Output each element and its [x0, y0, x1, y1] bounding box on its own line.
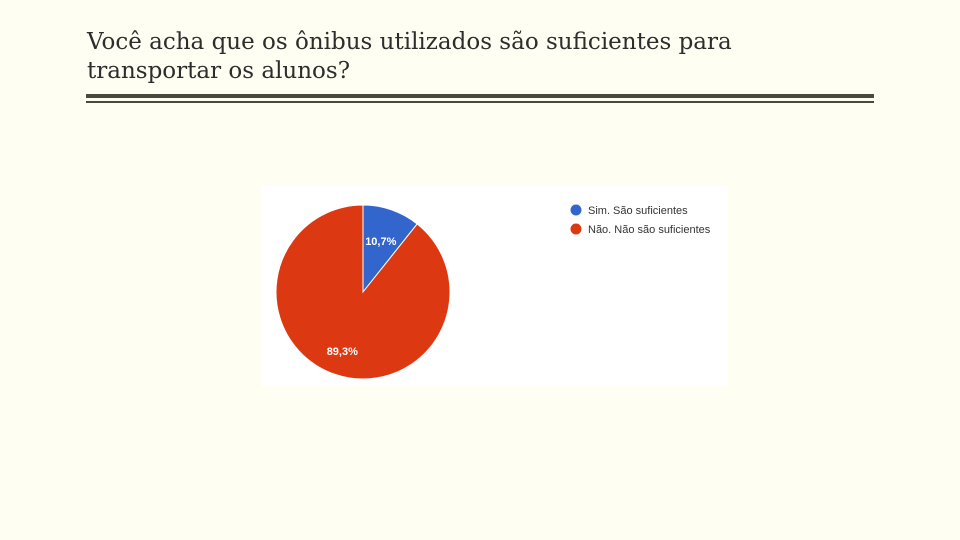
legend-label-nao-nao-sao-suficientes: Não. Não são suficientes: [588, 224, 711, 236]
title-underline-thick: [86, 94, 874, 98]
slice-label-nao-nao-sao-suficientes: 89,3%: [327, 346, 358, 358]
pie-slices: [275, 204, 451, 380]
legend-label-sim-sao-suficientes: Sim. São suficientes: [588, 205, 688, 217]
legend-swatch-nao-nao-sao-suficientes: [570, 223, 582, 235]
pie-chart-panel: 10,7% 89,3% Sim. São suficientes Não. Não …: [261, 186, 728, 386]
pie-chart: 10,7% 89,3% Sim. São suficientes Não. Não …: [275, 204, 711, 380]
pie-slice-nao-nao-sao-suficientes: [275, 204, 451, 380]
slice-label-sim-sao-suficientes: 10,7%: [365, 236, 396, 248]
pie-slice-labels: 10,7% 89,3%: [327, 236, 397, 358]
slide-title: Você acha que os ônibus utilizados são s…: [87, 29, 732, 84]
legend-swatch-sim-sao-suficientes: [570, 204, 582, 216]
title-underline-thin: [86, 101, 874, 103]
chart-legend: Sim. São suficientes Não. Não são suficie…: [570, 204, 711, 236]
